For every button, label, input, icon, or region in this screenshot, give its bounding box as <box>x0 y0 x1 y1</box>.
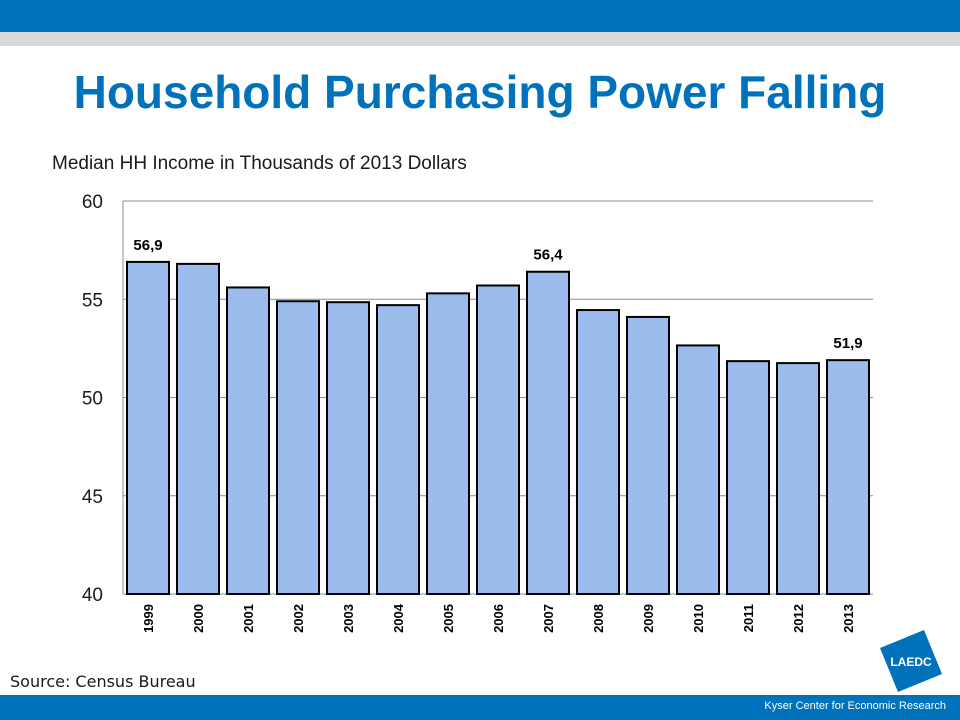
bar-2005 <box>426 292 470 595</box>
bar-2008 <box>576 309 620 595</box>
x-tick-label: 2007 <box>541 604 556 633</box>
data-label: 56,9 <box>133 237 162 254</box>
bar-1999 <box>126 260 170 595</box>
laedc-logo: LAEDC <box>880 630 942 692</box>
footer-credit: Kyser Center for Economic Research <box>764 700 946 712</box>
x-tick-label: 2004 <box>391 603 406 633</box>
bar-2009 <box>626 315 670 595</box>
bar-2002 <box>276 300 320 595</box>
slide-title: Household Purchasing Power Falling <box>73 66 887 118</box>
x-tick-label: 2009 <box>641 604 656 633</box>
bar-2006 <box>476 284 520 595</box>
x-tick-label: 2010 <box>691 604 706 633</box>
y-tick-label: 50 <box>82 389 103 410</box>
x-tick-label: 2001 <box>241 604 256 633</box>
bar-2001 <box>226 286 270 595</box>
bottom-banner-bar <box>0 695 960 720</box>
data-label: 56,4 <box>533 247 563 264</box>
logo-text: LAEDC <box>890 655 932 669</box>
bar-2007 <box>526 270 570 595</box>
bar-2012 <box>776 362 820 595</box>
y-tick-label: 45 <box>82 487 103 508</box>
y-tick-label: 40 <box>82 585 103 606</box>
x-tick-label: 2012 <box>791 604 806 633</box>
bar-2011 <box>726 360 770 595</box>
top-accent-stripe <box>0 32 960 46</box>
x-tick-label: 2003 <box>341 604 356 633</box>
y-tick-label: 55 <box>82 290 103 311</box>
chart-subtitle: Median HH Income in Thousands of 2013 Do… <box>52 153 467 174</box>
bar-2013 <box>826 359 870 596</box>
bar-2003 <box>326 301 370 595</box>
x-tick-label: 2005 <box>441 604 456 633</box>
x-tick-label: 2002 <box>291 604 306 633</box>
x-tick-label: 2013 <box>841 604 856 633</box>
x-tick-label: 2000 <box>191 604 206 633</box>
data-label: 51,9 <box>833 335 862 352</box>
x-tick-label: 1999 <box>141 604 156 633</box>
x-tick-label: 2006 <box>491 604 506 633</box>
x-tick-label: 2008 <box>591 604 606 633</box>
bar-2004 <box>376 304 420 595</box>
x-tick-label: 2011 <box>741 604 756 632</box>
y-tick-label: 60 <box>82 192 103 213</box>
source-note: Source: Census Bureau <box>10 672 196 691</box>
bar-2000 <box>176 262 220 595</box>
top-banner-bar <box>0 0 960 32</box>
bar-2010 <box>676 344 720 595</box>
